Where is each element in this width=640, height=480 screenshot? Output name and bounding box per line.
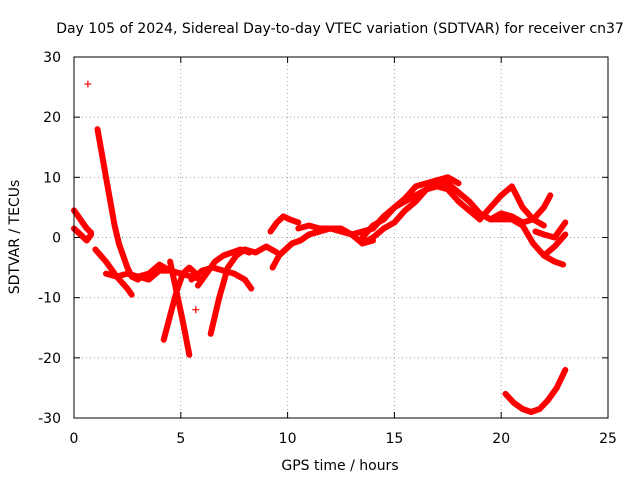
x-axis-label: GPS time / hours xyxy=(281,458,398,474)
series-arc-25 xyxy=(540,231,569,259)
y-tick-label: 0 xyxy=(52,231,61,247)
x-tick-label: 5 xyxy=(176,431,185,447)
series-arc-2 xyxy=(71,225,95,244)
x-tick-label: 10 xyxy=(279,431,297,447)
series-arc-14 xyxy=(267,213,302,235)
series-arc-1 xyxy=(71,207,95,236)
isolated-points xyxy=(84,80,200,314)
series-arc-8 xyxy=(167,258,193,358)
data-point-marker xyxy=(192,306,200,314)
series-arc-12 xyxy=(241,243,280,256)
series-arc-13 xyxy=(269,228,323,271)
series-arc-24 xyxy=(502,366,569,415)
x-tick-label: 20 xyxy=(492,431,510,447)
y-tick-label: -20 xyxy=(38,351,61,367)
y-tick-label: 20 xyxy=(43,110,61,126)
x-tick-label: 25 xyxy=(599,431,617,447)
y-tick-label: 10 xyxy=(43,170,61,186)
data-traces xyxy=(71,126,569,415)
series-arc-19 xyxy=(359,177,494,247)
y-axis-label: SDTVAR / TECUs xyxy=(7,180,23,295)
y-tick-label: 30 xyxy=(43,50,61,66)
x-tick-label: 0 xyxy=(70,431,79,447)
y-tick-labels: -30 -20 -10 0 10 20 30 xyxy=(38,50,61,427)
y-tick-label: -10 xyxy=(38,291,61,307)
axis-ticks xyxy=(73,56,609,419)
series-arc-11 xyxy=(188,264,255,292)
series-arc-22 xyxy=(487,192,554,226)
chart-title: Day 105 of 2024, Sidereal Day-to-day VTE… xyxy=(56,21,624,37)
x-tick-label: 15 xyxy=(385,431,403,447)
series-arc-7 xyxy=(160,264,199,343)
series-arc-10 xyxy=(207,246,248,337)
grid xyxy=(74,57,608,418)
x-tick-labels: 0 5 10 15 20 25 xyxy=(70,431,617,447)
y-tick-label: -30 xyxy=(38,411,61,427)
data-point-marker xyxy=(84,80,92,88)
series-arc-23 xyxy=(532,219,569,241)
